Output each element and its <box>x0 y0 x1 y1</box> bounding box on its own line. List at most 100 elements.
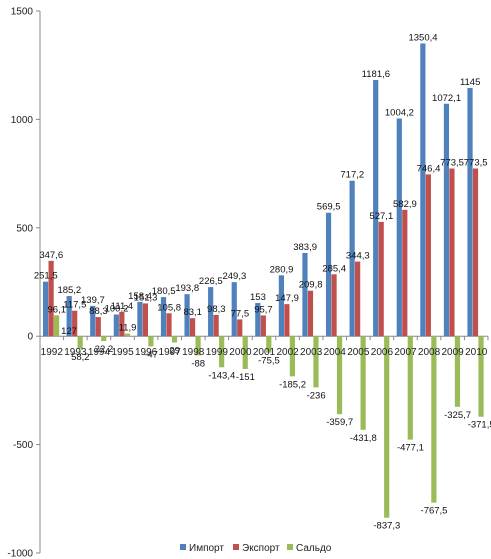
data-label: 209,8 <box>299 280 323 291</box>
data-label: 153 <box>250 292 266 303</box>
data-label: 1004,2 <box>385 107 414 118</box>
bar-Экспорт-2002 <box>284 304 290 337</box>
x-tick-label: 1996 <box>135 347 158 358</box>
data-label: 249,3 <box>222 271 246 282</box>
data-label: -359,7 <box>326 417 353 428</box>
data-label: 151,3 <box>134 292 158 303</box>
bar-Экспорт-1992 <box>48 260 54 337</box>
legend-label: Сальдо <box>296 543 332 554</box>
data-label: 1072,1 <box>432 93 461 104</box>
data-label: 285,4 <box>322 263 346 274</box>
x-tick-label: 2007 <box>394 347 417 358</box>
x-tick-label: 2001 <box>253 347 276 358</box>
y-tick-label: -1000 <box>7 549 33 559</box>
data-label: 96,1 <box>48 304 67 315</box>
bar-Сальдо-2008 <box>431 336 437 503</box>
data-label: 251,5 <box>34 271 58 282</box>
bar-Сальдо-1997 <box>171 336 178 343</box>
bar-Импорт-2010 <box>467 87 473 337</box>
bar-Импорт-2006 <box>373 80 379 337</box>
x-tick-label: 2010 <box>465 347 488 358</box>
data-label: 83,1 <box>183 307 202 318</box>
data-label: -431,8 <box>350 433 377 444</box>
bar-Импорт-2008 <box>420 43 426 337</box>
bar-Импорт-2002 <box>278 275 284 337</box>
bar-Импорт-2001 <box>255 303 261 337</box>
data-label: -236 <box>307 390 326 401</box>
bar-Экспорт-2008 <box>425 174 431 337</box>
data-label: -143,4 <box>208 370 235 381</box>
bar-Экспорт-2005 <box>355 261 361 337</box>
data-label: 95,7 <box>254 304 273 315</box>
data-label: 226,5 <box>199 276 223 287</box>
data-label: 582,9 <box>393 199 417 210</box>
bar-Сальдо-2000 <box>242 336 248 369</box>
data-label: 383,9 <box>293 242 317 253</box>
x-tick-label: 1997 <box>159 347 182 358</box>
y-tick-label: 500 <box>16 223 33 234</box>
bar-Сальдо-2010 <box>478 336 484 417</box>
bar-Импорт-1998 <box>184 294 190 337</box>
bar-Сальдо-1999 <box>219 336 225 368</box>
data-label: 746,4 <box>417 163 441 174</box>
bar-Сальдо-1993 <box>77 336 83 349</box>
x-tick-label: 1995 <box>111 347 134 358</box>
bar-Экспорт-2010 <box>472 168 479 337</box>
data-label: -88 <box>191 358 205 369</box>
bar-Экспорт-2000 <box>237 319 243 337</box>
data-label: 1181,6 <box>362 69 390 80</box>
bar-Импорт-1994 <box>90 305 96 337</box>
legend-label: Экспорт <box>242 543 280 554</box>
data-label: -75,5 <box>258 356 280 367</box>
data-label: 773,5 <box>464 158 488 169</box>
data-label: 127 <box>61 326 77 337</box>
bar-Импорт-2005 <box>349 180 355 337</box>
bar-Импорт-1997 <box>160 297 167 337</box>
bar-Импорт-2007 <box>396 118 402 337</box>
data-label: -837,3 <box>373 521 400 532</box>
data-label: 139,7 <box>81 295 105 306</box>
bar-Экспорт-1995 <box>119 312 125 337</box>
bar-Экспорт-1999 <box>213 314 219 337</box>
x-tick-label: 1998 <box>182 347 205 358</box>
data-label: 11,9 <box>119 323 137 334</box>
x-tick-label: 1993 <box>64 347 87 358</box>
data-label: 147,9 <box>275 293 299 304</box>
data-label: -767,5 <box>421 506 448 517</box>
bar-Сальдо-1998 <box>195 336 201 356</box>
y-tick-label: 0 <box>27 332 33 343</box>
bar-Импорт-1992 <box>43 281 49 337</box>
data-label: 185,2 <box>57 285 81 296</box>
bar-Импорт-2009 <box>443 103 450 337</box>
data-label: 527,1 <box>369 211 393 222</box>
bar-Сальдо-2005 <box>360 336 366 430</box>
data-label: 117,5 <box>63 300 86 311</box>
bar-Импорт-2003 <box>302 252 308 337</box>
legend-swatch <box>233 544 239 550</box>
x-tick-label: 2004 <box>324 347 347 358</box>
data-label: 100,2 <box>105 303 129 314</box>
bar-Экспорт-2001 <box>260 315 266 337</box>
bar-Сальдо-1994 <box>101 336 107 342</box>
bar-Экспорт-1993 <box>72 310 78 337</box>
bar-Сальдо-2003 <box>313 336 319 388</box>
bar-Сальдо-1995 <box>124 333 130 337</box>
legend-swatch <box>287 544 293 550</box>
data-label: 98,3 <box>207 304 226 315</box>
data-label: -477,1 <box>397 443 424 454</box>
bar-Экспорт-1997 <box>166 313 172 337</box>
legend-label: Импорт <box>189 543 224 554</box>
data-label: 344,3 <box>346 251 370 262</box>
data-label: -325,7 <box>444 410 471 421</box>
axes: -1000 -500 0 500 1000 1500 <box>7 7 488 559</box>
data-label: 773,5 <box>440 158 464 169</box>
data-label: 22,2 <box>95 344 114 355</box>
data-label: 347,6 <box>39 250 63 261</box>
data-label: 29 <box>169 345 180 356</box>
x-tick-label: 2003 <box>300 347 323 358</box>
bar-Сальдо-2009 <box>454 336 461 407</box>
y-tick-label: 1000 <box>11 115 34 126</box>
bar-Сальдо-1992 <box>54 315 60 337</box>
